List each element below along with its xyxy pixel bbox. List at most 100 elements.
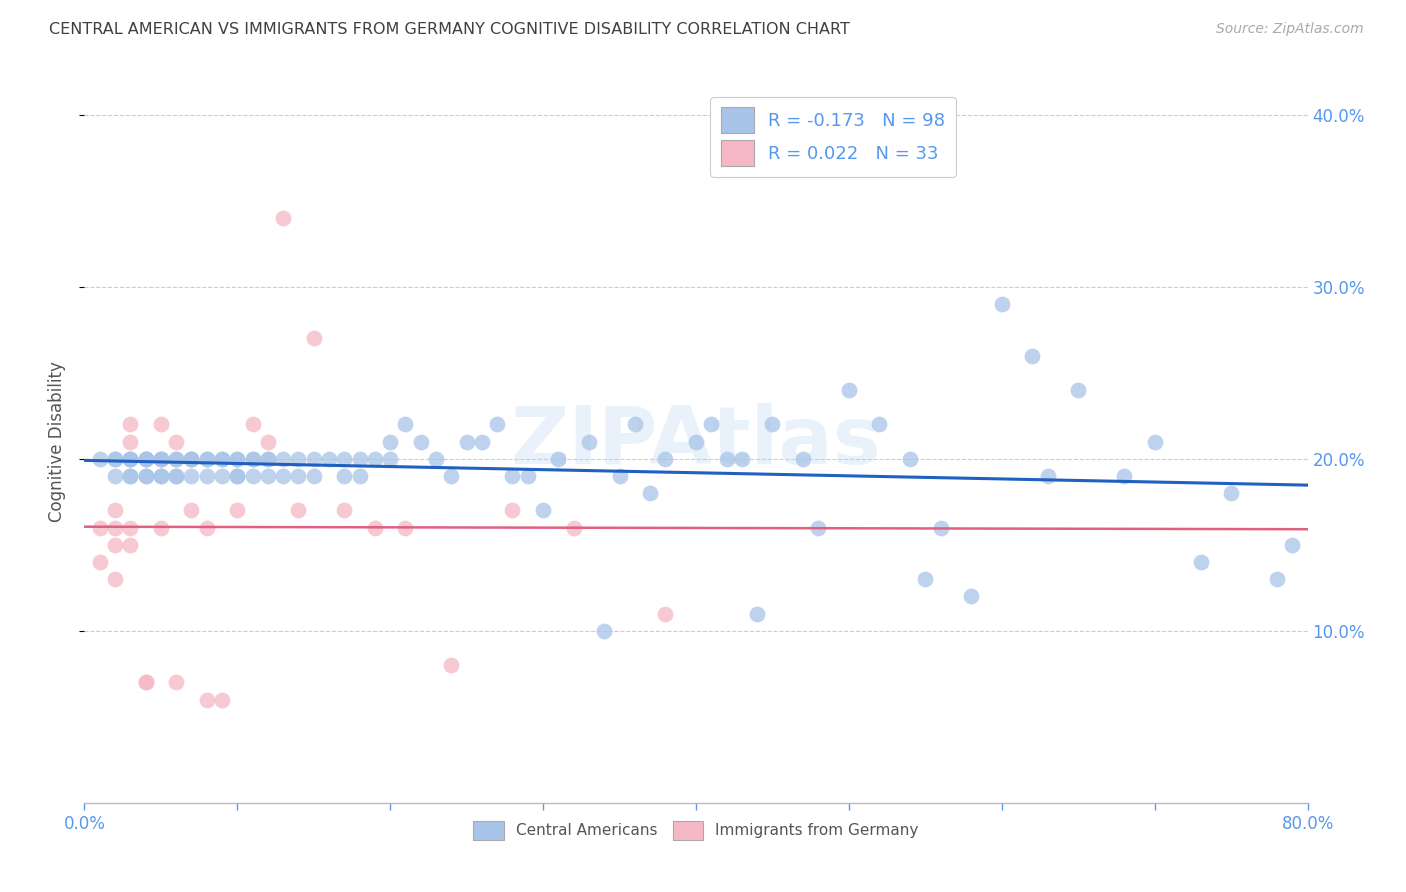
Point (257, 451, 280, 466)
Point (226, 451, 249, 466)
Point (135, 469, 157, 483)
Point (333, 451, 356, 466)
Point (731, 451, 754, 466)
Point (120, 469, 142, 483)
Point (104, 469, 127, 483)
Point (516, 469, 538, 483)
Point (318, 451, 340, 466)
Point (914, 572, 936, 586)
Point (333, 503, 356, 517)
Point (120, 538, 142, 552)
Point (638, 486, 661, 500)
Point (211, 451, 233, 466)
Point (180, 451, 202, 466)
Point (135, 675, 157, 690)
Point (149, 469, 172, 483)
Point (792, 451, 814, 466)
Point (135, 469, 157, 483)
Point (440, 658, 463, 673)
Point (149, 417, 172, 432)
Point (257, 469, 280, 483)
Point (547, 451, 569, 466)
Point (1036, 469, 1059, 483)
Point (471, 434, 494, 449)
Point (120, 451, 142, 466)
Point (180, 451, 202, 466)
Point (165, 434, 187, 449)
Point (149, 520, 172, 534)
Point (242, 451, 264, 466)
Point (226, 451, 249, 466)
Point (394, 520, 416, 534)
Y-axis label: Cognitive Disability: Cognitive Disability (48, 361, 66, 522)
Point (120, 417, 142, 432)
Point (226, 469, 249, 483)
Point (898, 451, 921, 466)
Point (409, 434, 432, 449)
Point (135, 451, 157, 466)
Point (685, 434, 707, 449)
Point (1143, 434, 1166, 449)
Point (456, 434, 478, 449)
Point (1114, 469, 1136, 483)
Point (135, 675, 157, 690)
Point (761, 417, 783, 432)
Point (287, 503, 309, 517)
Point (425, 451, 447, 466)
Text: CENTRAL AMERICAN VS IMMIGRANTS FROM GERMANY COGNITIVE DISABILITY CORRELATION CHA: CENTRAL AMERICAN VS IMMIGRANTS FROM GERM… (49, 22, 851, 37)
Point (180, 469, 202, 483)
Point (211, 692, 233, 706)
Point (609, 469, 631, 483)
Legend: Central Americans, Immigrants from Germany: Central Americans, Immigrants from Germa… (467, 815, 925, 846)
Point (120, 451, 142, 466)
Point (89, 520, 111, 534)
Point (1021, 349, 1043, 363)
Point (624, 417, 647, 432)
Point (195, 469, 218, 483)
Point (333, 469, 356, 483)
Point (180, 451, 202, 466)
Point (593, 624, 616, 638)
Point (287, 451, 309, 466)
Point (531, 503, 554, 517)
Point (165, 469, 187, 483)
Point (257, 434, 280, 449)
Point (502, 503, 524, 517)
Point (104, 572, 127, 586)
Point (1067, 383, 1090, 397)
Point (120, 469, 142, 483)
Point (271, 469, 294, 483)
Point (180, 503, 202, 517)
Point (120, 520, 142, 534)
Point (211, 451, 233, 466)
Point (89, 451, 111, 466)
Point (149, 451, 172, 466)
Point (349, 469, 371, 483)
Point (486, 417, 509, 432)
Point (302, 331, 325, 345)
Point (149, 451, 172, 466)
Point (302, 451, 325, 466)
Point (149, 451, 172, 466)
Point (104, 451, 127, 466)
Point (929, 520, 952, 534)
Point (1189, 555, 1212, 569)
Point (104, 451, 127, 466)
Point (211, 469, 233, 483)
Point (716, 451, 738, 466)
Point (869, 417, 891, 432)
Point (364, 451, 387, 466)
Point (104, 538, 127, 552)
Point (380, 434, 402, 449)
Point (287, 469, 309, 483)
Point (1281, 538, 1303, 552)
Point (165, 451, 187, 466)
Point (700, 417, 723, 432)
Point (807, 520, 830, 534)
Point (562, 520, 585, 534)
Point (349, 451, 371, 466)
Point (271, 211, 294, 225)
Point (165, 675, 187, 690)
Point (578, 434, 600, 449)
Point (135, 451, 157, 466)
